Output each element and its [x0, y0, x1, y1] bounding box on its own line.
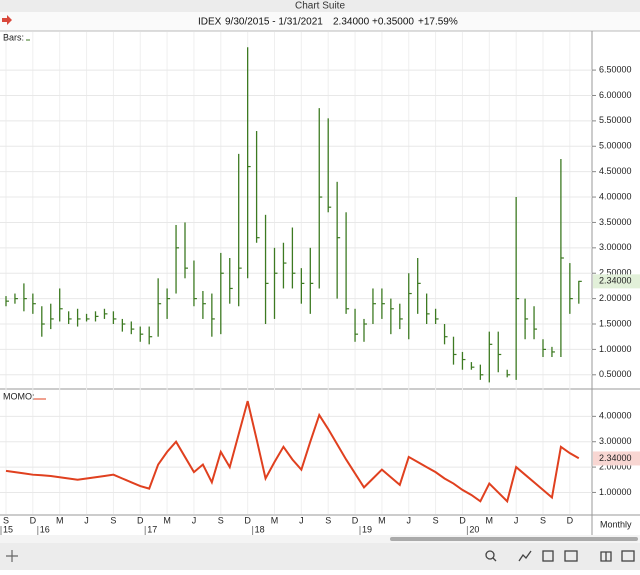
scrollbar-track [0, 535, 640, 543]
y-tick-label: 5.00000 [599, 141, 632, 151]
last-value-label: 2.34000 [599, 453, 632, 463]
panel-label: Bars: [3, 32, 24, 42]
x-tick-label: D [459, 515, 466, 525]
x-tick-label: M [378, 515, 386, 525]
y-tick-label: 4.00000 [599, 191, 632, 201]
y-tick-label: 0.50000 [599, 369, 632, 379]
y-tick-label: 2.00000 [599, 293, 632, 303]
grid-icon[interactable] [542, 550, 554, 562]
last-value-box [593, 451, 640, 466]
x-tick-label: M [56, 515, 64, 525]
x-tick-label: J [299, 515, 304, 525]
x-tick-label: S [433, 515, 439, 525]
x-tick-label: J [514, 515, 519, 525]
year-label: 18 [255, 524, 265, 534]
x-tick-label: M [163, 515, 171, 525]
scrollbar-thumb[interactable] [390, 537, 638, 541]
y-tick-label: 3.00000 [599, 436, 632, 446]
x-tick-label: J [192, 515, 197, 525]
title-bar [0, 0, 640, 12]
x-tick-label: D [30, 515, 37, 525]
last-value-label: 2.34000 [599, 276, 632, 286]
y-tick-label: 4.00000 [599, 411, 632, 421]
nav-arrow[interactable] [2, 15, 12, 25]
y-tick-label: 6.00000 [599, 90, 632, 100]
last-price: 2.34000 [333, 17, 370, 28]
y-tick-label: 3.50000 [599, 217, 632, 227]
date-range: 9/30/2015 - 1/31/2021 [225, 17, 323, 28]
panel-label: MOMO: [3, 391, 35, 401]
y-tick-label: 1.00000 [599, 487, 632, 497]
x-tick-label: S [110, 515, 116, 525]
y-tick-label: 2.00000 [599, 461, 632, 471]
y-tick-label: 2.50000 [599, 268, 632, 278]
year-label: 19 [362, 524, 372, 534]
book-icon[interactable] [600, 551, 612, 562]
year-label: 15 [3, 524, 13, 534]
x-tick-label: S [218, 515, 224, 525]
year-label: 16 [40, 524, 50, 534]
bottom-toolbar [0, 543, 640, 570]
x-tick-label: S [3, 515, 9, 525]
y-tick-label: 4.50000 [599, 166, 632, 176]
draw-icon[interactable] [518, 550, 532, 562]
add-button[interactable] [6, 550, 18, 562]
toolbar [0, 12, 640, 31]
change: +0.35000 [372, 17, 414, 28]
x-tick-label: M [486, 515, 494, 525]
period[interactable]: Monthly [600, 519, 632, 529]
year-label: 20 [469, 524, 479, 534]
y-tick-label: 3.00000 [599, 242, 632, 252]
symbol: IDEX [198, 17, 222, 28]
y-tick-label: 6.50000 [599, 64, 632, 74]
x-tick-label: S [325, 515, 331, 525]
y-tick-label: 1.00000 [599, 344, 632, 354]
x-tick-label: D [567, 515, 574, 525]
search-icon-handle [492, 557, 497, 562]
y-tick-label: 1.50000 [599, 318, 632, 328]
window-title: Chart Suite [295, 1, 345, 12]
year-label: 17 [147, 524, 157, 534]
x-tick-label: S [540, 515, 546, 525]
bottom-icons [485, 550, 635, 562]
x-tick-label: J [407, 515, 412, 525]
search-icon[interactable] [485, 550, 495, 560]
change-pct: +17.59% [418, 17, 458, 28]
x-tick-label: J [84, 515, 89, 525]
y-tick-label: 5.50000 [599, 115, 632, 125]
x-tick-label: D [352, 515, 359, 525]
panel-icon[interactable] [564, 550, 578, 562]
x-tick-label: D [244, 515, 251, 525]
last-value-box [593, 274, 640, 289]
x-tick-label: M [271, 515, 279, 525]
x-tick-label: D [137, 515, 144, 525]
sidebar-icon[interactable] [621, 550, 635, 562]
momo-line [5, 400, 580, 504]
